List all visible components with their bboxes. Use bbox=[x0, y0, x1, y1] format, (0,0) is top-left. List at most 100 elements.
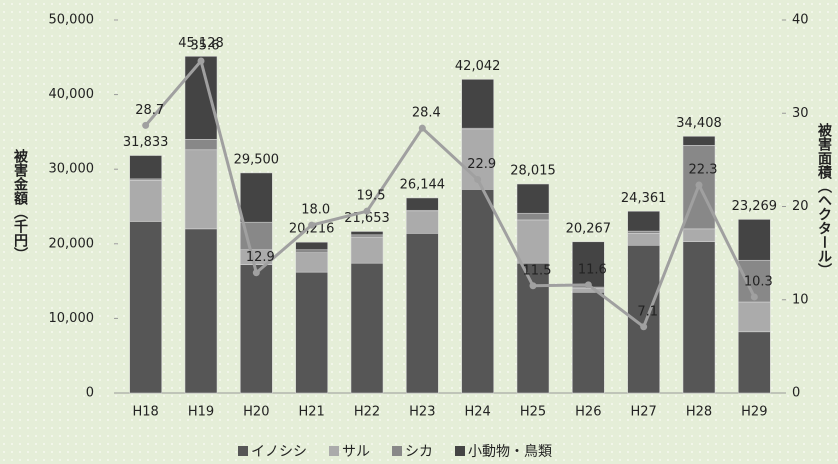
bar-segment bbox=[350, 234, 384, 238]
x-tick-label: H20 bbox=[243, 405, 269, 420]
bar-segment bbox=[406, 211, 439, 234]
total-label: 45,128 bbox=[178, 36, 224, 51]
line-marker bbox=[750, 293, 758, 301]
y2-tick-label: 20 bbox=[792, 199, 809, 214]
x-tick-label: H23 bbox=[409, 405, 435, 420]
bar-segment bbox=[184, 139, 218, 151]
total-label: 23,269 bbox=[732, 199, 778, 214]
y-tick-label: 30,000 bbox=[49, 162, 95, 177]
bar-segment bbox=[295, 271, 328, 394]
y2-tick-label: 30 bbox=[792, 106, 809, 121]
y2-tick-label: 10 bbox=[792, 292, 809, 307]
total-label: 20,267 bbox=[566, 221, 612, 236]
line-value-label: 28.4 bbox=[412, 106, 441, 121]
total-label: 26,144 bbox=[400, 177, 446, 192]
bar-segment bbox=[738, 219, 771, 261]
bar-segment bbox=[129, 221, 162, 394]
bar-segment bbox=[406, 197, 439, 211]
legend-label: サル bbox=[342, 444, 370, 460]
y2-tick-label: 40 bbox=[792, 13, 809, 28]
bar-segment bbox=[682, 136, 716, 146]
line-marker bbox=[142, 121, 150, 129]
bar-segment bbox=[627, 230, 660, 234]
bar-segment bbox=[682, 241, 716, 394]
bar-segment bbox=[240, 264, 273, 394]
y-tick-label: 20,000 bbox=[49, 236, 95, 251]
x-tick-label: H22 bbox=[354, 405, 380, 420]
total-label: 29,500 bbox=[234, 152, 280, 167]
bar-segment bbox=[350, 231, 384, 236]
line-marker bbox=[584, 281, 592, 289]
bar-segment bbox=[184, 56, 218, 140]
y-tick-label: 0 bbox=[86, 386, 94, 401]
y2-axis-label: 被害面積（ヘクタール） bbox=[816, 122, 833, 277]
x-tick-label: H25 bbox=[520, 405, 546, 420]
bar-segment bbox=[627, 211, 660, 232]
y-axis-label: 被害金額（千円） bbox=[12, 148, 29, 261]
line-value-label: 11.5 bbox=[523, 263, 552, 278]
y-tick-label: 50,000 bbox=[49, 13, 95, 28]
bar-segment bbox=[129, 155, 162, 180]
bar-segment bbox=[184, 228, 218, 394]
bar-segment bbox=[682, 228, 716, 242]
x-tick-label: H18 bbox=[133, 405, 159, 420]
line-value-label: 7.1 bbox=[637, 304, 658, 319]
x-tick-label: H27 bbox=[631, 405, 657, 420]
line-value-label: 22.3 bbox=[689, 163, 718, 178]
bar-segment bbox=[738, 331, 771, 394]
legend-swatch bbox=[238, 446, 248, 456]
line-marker bbox=[474, 175, 482, 183]
bar-segment bbox=[240, 172, 273, 223]
line-marker bbox=[252, 269, 260, 277]
line-marker bbox=[640, 323, 648, 331]
bar-segment bbox=[627, 233, 660, 246]
line-value-label: 28.7 bbox=[135, 103, 164, 118]
line-marker bbox=[695, 181, 703, 189]
y-tick-label: 40,000 bbox=[49, 87, 95, 102]
line-marker bbox=[418, 124, 426, 132]
line-marker bbox=[308, 221, 316, 229]
bar-segment bbox=[295, 252, 328, 273]
line-value-label: 18.0 bbox=[301, 203, 330, 218]
legend-label: イノシシ bbox=[251, 444, 307, 460]
bar-segment bbox=[572, 292, 605, 394]
total-label: 42,042 bbox=[455, 59, 501, 74]
line bbox=[144, 57, 756, 330]
bar-segment bbox=[295, 241, 328, 251]
x-tick-label: H21 bbox=[299, 405, 325, 420]
bar-segment bbox=[350, 236, 384, 264]
bar-segment bbox=[516, 219, 550, 264]
line-value-label: 22.9 bbox=[467, 157, 496, 172]
x-tick-label: H19 bbox=[188, 405, 214, 420]
total-label: 20,216 bbox=[289, 222, 335, 237]
total-label: 24,361 bbox=[621, 191, 667, 206]
total-label: 28,015 bbox=[510, 164, 556, 179]
x-tick-label: H24 bbox=[465, 405, 491, 420]
line-value-label: 19.5 bbox=[357, 189, 386, 204]
line-value-label: 12.9 bbox=[246, 250, 275, 265]
bar-segment bbox=[350, 262, 384, 394]
bar-segment bbox=[129, 180, 162, 222]
bar-segment bbox=[184, 149, 218, 230]
legend-label: 小動物・鳥類 bbox=[468, 444, 552, 460]
line-value-label: 11.6 bbox=[578, 262, 607, 277]
line-marker bbox=[363, 207, 371, 215]
line-value-label: 35.6 bbox=[191, 39, 220, 54]
legend-swatch bbox=[329, 446, 339, 456]
line-marker bbox=[197, 57, 205, 65]
x-tick-label: H28 bbox=[686, 405, 712, 420]
bar-segment bbox=[406, 233, 439, 394]
line-value-label: 10.3 bbox=[744, 274, 773, 289]
bar-segment bbox=[516, 183, 550, 214]
legend-swatch bbox=[392, 446, 402, 456]
line-marker bbox=[529, 282, 537, 290]
bar-segment bbox=[516, 212, 550, 221]
bar-segment bbox=[295, 249, 328, 254]
y-tick-label: 10,000 bbox=[49, 311, 95, 326]
bar-segment bbox=[572, 241, 605, 288]
y2-tick-label: 0 bbox=[792, 386, 800, 401]
bar-segment bbox=[461, 79, 494, 129]
x-tick-label: H26 bbox=[575, 405, 601, 420]
x-tick-label: H29 bbox=[741, 405, 767, 420]
